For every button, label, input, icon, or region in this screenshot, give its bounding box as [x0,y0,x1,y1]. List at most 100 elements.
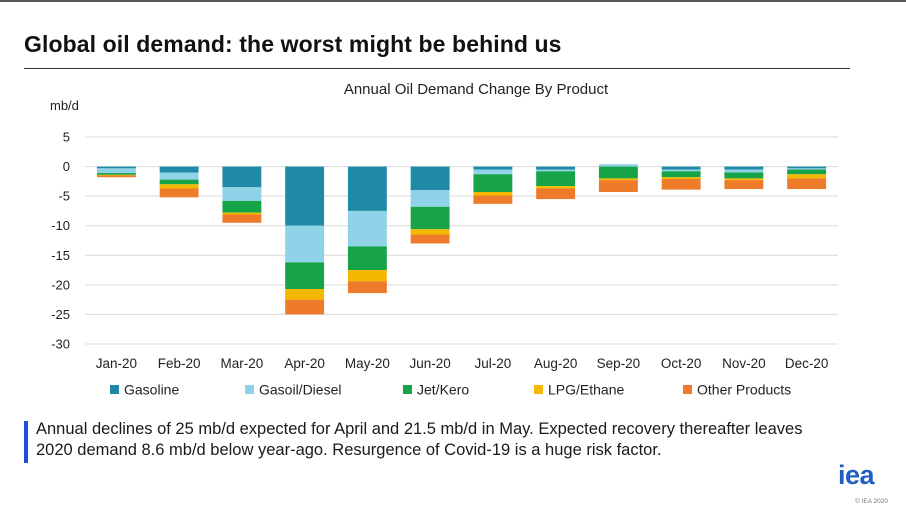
bar-segment [410,234,450,244]
bar-segment [285,299,325,315]
bar-segment [222,214,262,223]
legend-label: LPG/Ethane [548,382,624,398]
bar-segment [347,270,387,282]
y-tick-labels: 5 0 -5 -10 -15 -20 -25 -30 [51,130,70,352]
bar-segment [410,190,450,207]
bar-segment [222,187,262,201]
x-tick-label: Aug-20 [534,356,578,371]
bar-segment [347,210,387,247]
legend-label: Jet/Kero [417,382,469,398]
y-tick-label: 0 [63,159,70,174]
bar-segment [410,166,450,191]
legend-swatch [403,385,412,394]
bar-segment [724,180,764,190]
iea-logo: iea [838,460,875,490]
bar-stacks [96,164,827,315]
bar-segment [661,171,701,178]
callout-accent-bar [24,421,28,463]
bar-segment [598,180,638,193]
title-divider [24,68,850,69]
bar-segment [222,200,262,213]
bar-segment [222,166,262,188]
y-axis-unit-label: mb/d [50,98,79,113]
bar-segment [159,166,199,173]
bar-segment [536,169,576,172]
legend-label: Other Products [697,382,791,398]
bar-segment [473,174,513,193]
x-tick-label: Apr-20 [284,356,325,371]
y-tick-label: -15 [51,248,70,263]
y-tick-label: -10 [51,218,70,233]
bar-segment [661,177,701,179]
bar-segment [661,169,701,172]
legend-swatch [245,385,254,394]
y-tick-label: 5 [63,130,70,145]
bar-segment [598,178,638,181]
y-tick-label: -30 [51,337,70,352]
bar-segment [285,225,325,263]
y-tick-label: -20 [51,277,70,292]
callout-text: Annual declines of 25 mb/d expected for … [36,420,803,459]
bar-segment [410,229,450,235]
copyright-notice: © IEA 2020 [855,498,888,505]
chart-legend: Gasoline Gasoil/Diesel Jet/Kero LPG/Ethane O… [110,382,791,398]
bar-segment [96,173,136,175]
slide-title: Global oil demand: the worst might be be… [24,31,562,57]
bar-segment [787,174,827,179]
bar-segment [724,178,764,181]
bar-segment [347,281,387,294]
top-edge-line [0,0,906,2]
x-tick-label: May-20 [345,356,390,371]
bar-segment [347,246,387,271]
bar-segment [724,172,764,179]
x-tick-label: Dec-20 [785,356,829,371]
x-tick-label: Sep-20 [597,356,641,371]
bar-segment [787,169,827,175]
bar-segment [724,169,764,173]
bar-segment [536,171,576,187]
bar-segment [410,206,450,230]
bar-segment [536,186,576,189]
bar-segment [285,288,325,300]
bar-segment [473,169,513,175]
legend-swatch [683,385,692,394]
bar-segment [598,164,638,167]
bar-segment [159,172,199,180]
x-tick-label: Feb-20 [158,356,201,371]
bar-segment [473,195,513,204]
bar-segment [598,166,638,179]
chart-title: Annual Oil Demand Change By Product [344,81,609,98]
bar-segment [159,188,199,198]
x-tick-labels: Jan-20 Feb-20 Mar-20 Apr-20 May-20 Jun-20 Jul-… [96,356,829,371]
legend-label: Gasoil/Diesel [259,382,341,398]
stacked-bar-chart: Annual Oil Demand Change By Product mb/d… [50,81,838,398]
bar-segment [787,168,827,170]
bar-segment [473,166,513,170]
x-tick-label: Jan-20 [96,356,137,371]
x-tick-label: Jun-20 [409,356,450,371]
bar-segment [724,166,764,170]
bar-segment [661,178,701,190]
bar-segment [96,168,136,174]
bar-segment [661,166,701,170]
bar-segment [96,166,136,169]
gridlines [85,136,838,345]
bar-segment [96,174,136,176]
bar-segment [473,192,513,196]
bar-segment [159,184,199,189]
bar-segment [159,179,199,185]
x-tick-label: Nov-20 [722,356,766,371]
legend-swatch [534,385,543,394]
bar-segment [285,262,325,289]
bar-segment [536,188,576,200]
bar-segment [96,175,136,178]
x-tick-label: Mar-20 [220,356,263,371]
bar-segment [787,166,827,169]
bar-segment [787,178,827,190]
y-tick-label: -25 [51,307,70,322]
bar-segment [347,166,387,211]
x-tick-label: Oct-20 [661,356,702,371]
legend-swatch [110,385,119,394]
bar-segment [222,212,262,215]
bar-segment [536,166,576,170]
